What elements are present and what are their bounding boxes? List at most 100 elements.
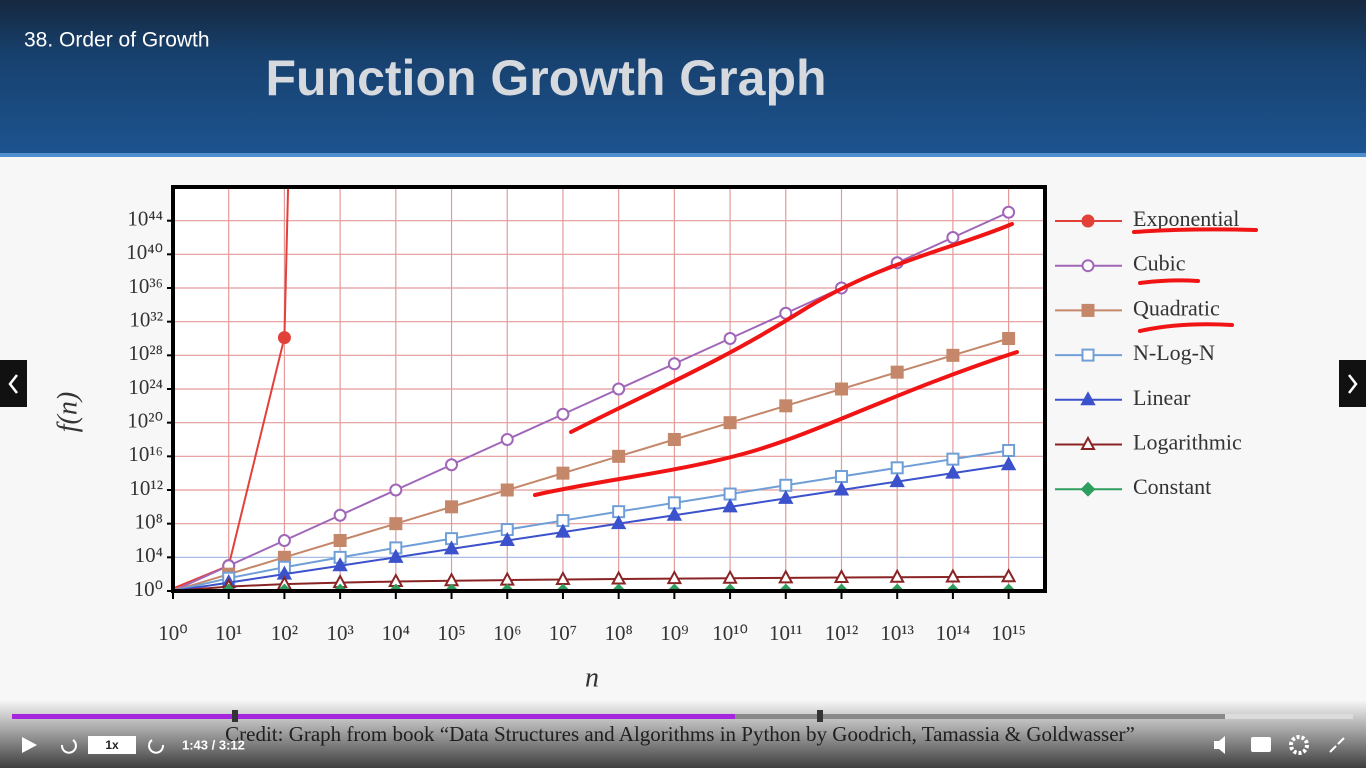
header-rule — [0, 153, 1366, 157]
x-axis-label: n — [585, 662, 599, 693]
data-point — [445, 458, 459, 472]
series-line — [173, 575, 1009, 591]
legend-label: Cubic — [1133, 251, 1186, 276]
data-point — [666, 506, 683, 521]
data-point — [946, 231, 960, 244]
x-tick-label: 10¹² — [825, 621, 859, 645]
time-display: 1:43 / 3:12 — [182, 737, 245, 752]
data-point — [443, 540, 460, 555]
chart: Exponential Cubic Quadratic N-Log-N Linear Lo… — [52, 185, 1242, 693]
data-point — [833, 481, 850, 496]
annotation-underline — [1138, 322, 1234, 333]
play-button[interactable] — [22, 737, 37, 753]
x-tick-label: 10⁸ — [604, 621, 632, 645]
data-point — [388, 548, 404, 563]
progress-played — [12, 714, 735, 719]
next-button[interactable] — [1339, 360, 1366, 407]
slide-header — [0, 0, 1366, 155]
data-point — [1002, 205, 1016, 219]
x-tick-label: 10² — [271, 621, 298, 645]
x-tick-label: 10³ — [326, 621, 353, 645]
speed-button[interactable] — [88, 736, 136, 754]
x-tick-label: 10⁹ — [660, 621, 688, 645]
y-tick-label: 10⁴⁴ — [127, 206, 163, 230]
x-tick-label: 10¹³ — [880, 621, 914, 645]
data-point — [332, 557, 348, 572]
handwritten-annotations — [533, 222, 1258, 497]
series-line — [173, 449, 1009, 591]
chapter-marker — [232, 710, 238, 722]
y-tick-label: 10³² — [129, 307, 163, 331]
data-point — [1080, 435, 1096, 450]
data-point — [778, 569, 794, 584]
y-tick-label: 10⁸ — [135, 509, 163, 533]
rewind-button[interactable] — [60, 739, 77, 754]
legend-label: Logarithmic — [1133, 430, 1242, 455]
data-point — [667, 357, 681, 371]
data-point — [500, 483, 514, 497]
data-point — [610, 570, 627, 585]
series-line — [173, 463, 1009, 591]
data-point — [722, 498, 738, 513]
prev-button[interactable] — [0, 360, 27, 407]
data-point — [1080, 391, 1096, 406]
data-point — [277, 331, 291, 345]
y-tick-label: 10²⁴ — [128, 375, 163, 399]
legend-label: Linear — [1133, 385, 1191, 410]
legend-label: Quadratic — [1133, 295, 1220, 320]
data-point — [723, 487, 737, 501]
data-point — [1081, 259, 1095, 273]
chapter-marker — [817, 710, 823, 722]
data-point — [556, 407, 570, 421]
volume-button[interactable] — [1214, 736, 1225, 754]
prev-icon — [8, 374, 18, 394]
y-tick-label: 10⁴⁰ — [126, 240, 163, 264]
y-tick-label: 10⁴ — [135, 543, 163, 567]
captions-button[interactable] — [1251, 737, 1271, 752]
y-tick-label: 10²⁰ — [127, 408, 163, 432]
data-point — [666, 569, 683, 585]
video-title: 38. Order of Growth — [24, 29, 210, 52]
y-tick-label: 10⁰ — [134, 577, 163, 601]
data-point — [389, 517, 403, 531]
data-point — [333, 534, 347, 547]
data-point — [946, 452, 960, 466]
series-line — [173, 187, 290, 590]
legend-label: N-Log-N — [1133, 340, 1215, 365]
data-point — [612, 382, 626, 396]
series-line — [173, 337, 1009, 591]
data-point — [389, 483, 403, 497]
legend-label: Constant — [1133, 474, 1211, 499]
y-tick-label: 10³⁶ — [128, 274, 163, 298]
annotation-stroke — [569, 222, 1014, 434]
annotation-stroke — [533, 350, 1019, 497]
data-point — [667, 433, 681, 446]
x-tick-label: 10⁴ — [382, 621, 410, 645]
next-icon — [1348, 374, 1358, 394]
data-point — [612, 449, 626, 463]
data-point — [945, 464, 961, 479]
data-point — [499, 531, 515, 546]
data-point — [946, 348, 960, 362]
data-point — [890, 365, 904, 379]
data-point — [778, 489, 794, 504]
data-point — [610, 515, 627, 530]
settings-button[interactable] — [1289, 735, 1309, 755]
fullscreen-button[interactable] — [1329, 737, 1345, 753]
x-tick-label: 10⁰ — [158, 621, 187, 645]
legend: Exponential Cubic Quadratic N-Log-N Linear Lo… — [1055, 206, 1242, 499]
forward-button[interactable] — [148, 739, 165, 754]
data-point — [779, 478, 793, 492]
data-point — [1002, 332, 1016, 345]
data-point — [555, 523, 571, 538]
slide-title: Function Growth Graph — [265, 50, 826, 106]
data-point — [834, 470, 848, 484]
y-tick-label: 10¹⁶ — [128, 442, 163, 466]
y-tick-label: 10¹² — [129, 476, 163, 500]
series-layer — [173, 187, 1017, 591]
annotation-underline — [1132, 227, 1258, 234]
annotation-underline — [1138, 278, 1200, 285]
speed-label: 1x — [105, 738, 119, 752]
